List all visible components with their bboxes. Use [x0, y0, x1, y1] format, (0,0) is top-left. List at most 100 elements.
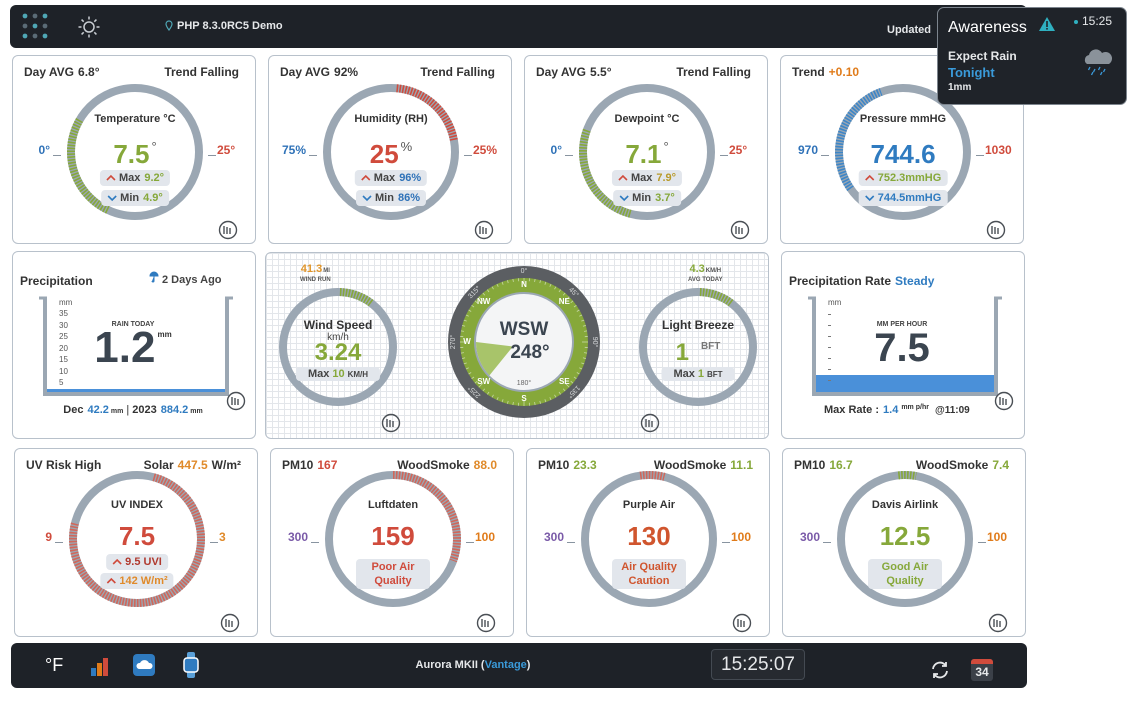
chart-button[interactable] — [988, 613, 1008, 633]
compass-tick — [582, 357, 586, 359]
axis-unit: mm — [828, 298, 842, 307]
rain-rate-card: Precipitation Rate Steady mm MM PER HOUR 7.5… — [781, 251, 1025, 439]
gauge-value: 159 — [371, 521, 415, 551]
card-top-left-part: 92% — [334, 65, 359, 79]
arrow-shape — [865, 174, 875, 181]
gauge-value-wrap: 25% — [370, 139, 412, 174]
trend-arrow — [865, 174, 875, 181]
arrow-shape — [619, 195, 629, 202]
cardinal: SE — [558, 377, 570, 387]
icon-circle — [218, 220, 238, 240]
wind-avg-line: 4.3KM/H — [688, 262, 723, 277]
stat-pill: Min 4.9° — [101, 190, 169, 206]
rain-drop — [1087, 66, 1091, 71]
gauge-value-wrap: 130 — [627, 521, 670, 556]
ring-arc — [396, 84, 458, 142]
ring-track — [579, 84, 715, 220]
card-top-left: PM10 16.7 — [794, 458, 853, 472]
bucket-fill — [816, 375, 994, 392]
refresh-button[interactable] — [930, 660, 950, 680]
alert-popup[interactable]: Awareness 15:25 Expect Rain Tonight 1mm — [937, 7, 1127, 105]
card-top-right-part: Solar — [143, 458, 174, 472]
card-top-right-part: WoodSmoke — [653, 458, 727, 472]
scale-min: 0° — [550, 143, 562, 157]
gauge-card: Day AVG 92% Trend Falling 75% 25% Humidity (R… — [268, 55, 512, 244]
sun-core — [83, 21, 95, 33]
ring-arc — [579, 128, 632, 218]
dot — [32, 33, 38, 39]
arrow-shape — [618, 174, 628, 181]
card-top-right: Trend Falling — [164, 65, 239, 79]
gauge-title: Davis Airlink — [871, 499, 939, 511]
chart-button[interactable] — [476, 613, 496, 633]
year-value: 884.2 — [160, 404, 189, 416]
compass-tick — [463, 319, 467, 322]
stat-pill: 744.5mmHG — [858, 190, 948, 206]
warning-dot — [1046, 28, 1048, 30]
stat-pill: 9.5 UVI — [106, 554, 168, 570]
watch-button[interactable] — [183, 652, 199, 678]
bar-icon — [97, 663, 102, 676]
scale-tick — [210, 542, 218, 543]
card-top-right-part: W/m² — [211, 458, 241, 472]
compass-tick — [554, 394, 557, 398]
ring-track — [67, 84, 203, 220]
card-top-right-part: Trend Falling — [164, 65, 239, 79]
card-top-left-part: UV Risk High — [26, 458, 102, 472]
max-unit: KM/H — [347, 370, 369, 379]
compass-tick — [562, 292, 566, 296]
compass-tick — [544, 281, 547, 285]
theme-button[interactable] — [77, 15, 101, 39]
max-value: 1 — [697, 368, 704, 380]
scale-max: 25° — [729, 143, 748, 157]
chart-button[interactable] — [474, 220, 494, 240]
stat-pill: 142 W/m² — [100, 573, 174, 589]
chart-button[interactable] — [730, 220, 750, 240]
axis-tick — [828, 347, 831, 348]
arrow-shape — [107, 195, 117, 202]
dial-value: 3.24 — [314, 339, 362, 366]
rain-unit: mm — [157, 330, 172, 339]
ring-arc — [69, 473, 205, 607]
card-top-left-part: PM10 — [794, 458, 826, 472]
chart-button[interactable] — [732, 613, 752, 633]
cloud-button[interactable] — [133, 654, 155, 676]
chart-button[interactable] — [218, 220, 238, 240]
chart-button[interactable] — [381, 413, 401, 433]
pill-label: Min — [375, 192, 394, 204]
calendar-top — [971, 659, 993, 664]
wind-run-unit: MI — [323, 268, 330, 274]
dial-unit: BFT — [700, 341, 721, 352]
arrow-shape — [361, 174, 371, 181]
card-top-left: Day AVG 5.5° — [536, 65, 612, 79]
ring-arc — [699, 288, 735, 307]
rain-drop — [1097, 66, 1101, 71]
compass-tick — [460, 352, 464, 354]
unit-toggle[interactable]: °F — [45, 655, 64, 675]
dial-max: Max 10 KM/H — [295, 367, 381, 381]
compass-tick — [482, 292, 486, 296]
gauge-value-wrap: 744.6 — [870, 139, 935, 174]
compass-tick — [570, 300, 574, 304]
chart-button[interactable] — [220, 613, 240, 633]
quality-badge: Good Air Quality — [868, 559, 942, 589]
trend-arrow — [361, 174, 371, 181]
card-top-left: Day AVG 6.8° — [24, 65, 100, 79]
chart-button[interactable] — [994, 391, 1014, 411]
chart-button[interactable] — [226, 391, 246, 411]
compass-tick — [478, 382, 484, 388]
gauge-ring — [279, 288, 397, 406]
card-top-left-part: Trend — [792, 65, 825, 79]
card-top-right-part: WoodSmoke — [397, 458, 470, 472]
chart-button[interactable] — [640, 413, 660, 433]
gauge-value: 744.6 — [870, 139, 936, 169]
calendar-button[interactable]: 34 — [971, 659, 993, 681]
station-name: Aurora MKII ( — [415, 659, 485, 671]
charts-button[interactable] — [90, 656, 110, 676]
chart-button[interactable] — [986, 220, 1006, 240]
card-top-right-part: Trend Falling — [420, 65, 495, 79]
scale-min: 300 — [799, 530, 820, 544]
apps-button[interactable] — [22, 13, 48, 39]
sun-ray — [81, 19, 85, 23]
